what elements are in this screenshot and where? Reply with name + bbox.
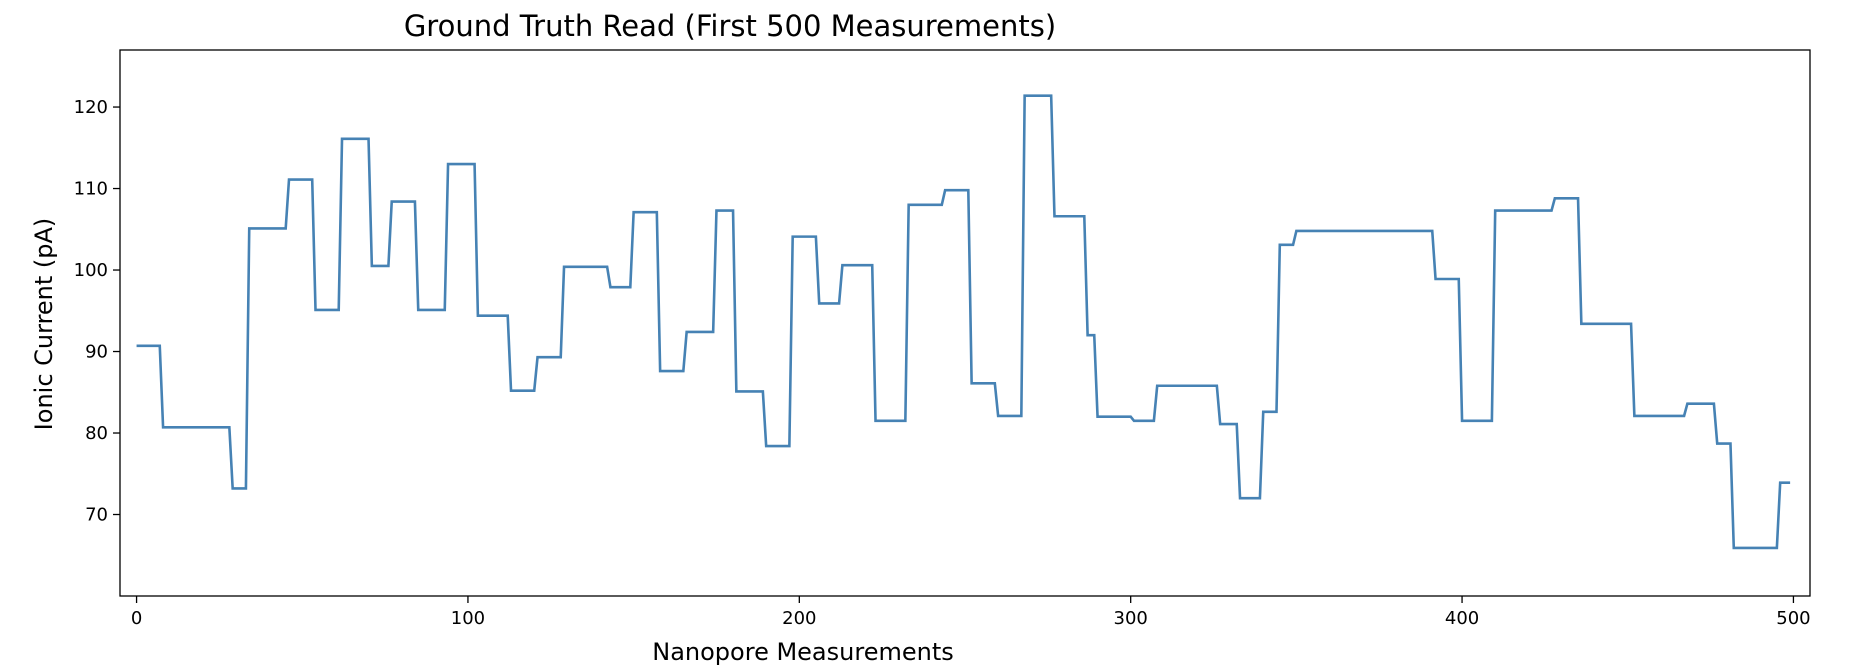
- plot-area: [119, 49, 1811, 597]
- x-tick-label: 0: [131, 608, 142, 629]
- x-tick-label: 500: [1776, 608, 1810, 629]
- y-tick-label: 110: [74, 179, 108, 200]
- y-axis: 70 80 90 100 110 120: [74, 97, 120, 526]
- x-tick-label: 400: [1445, 608, 1479, 629]
- y-axis-label: Ionic Current (pA): [30, 218, 58, 431]
- y-tick-label: 70: [85, 505, 108, 526]
- y-tick-label: 80: [85, 423, 108, 444]
- y-tick-label: 100: [74, 260, 108, 281]
- x-axis-label: Nanopore Measurements: [652, 638, 953, 666]
- x-axis: 0 100 200 300 400 500: [131, 596, 1811, 629]
- x-tick-label: 100: [451, 608, 485, 629]
- series-line: [136, 94, 1791, 550]
- x-tick-label: 300: [1114, 608, 1148, 629]
- y-tick-label: 90: [85, 342, 108, 363]
- x-tick-label: 200: [782, 608, 816, 629]
- chart-title: Ground Truth Read (First 500 Measurement…: [404, 9, 1056, 43]
- y-tick-label: 120: [74, 97, 108, 118]
